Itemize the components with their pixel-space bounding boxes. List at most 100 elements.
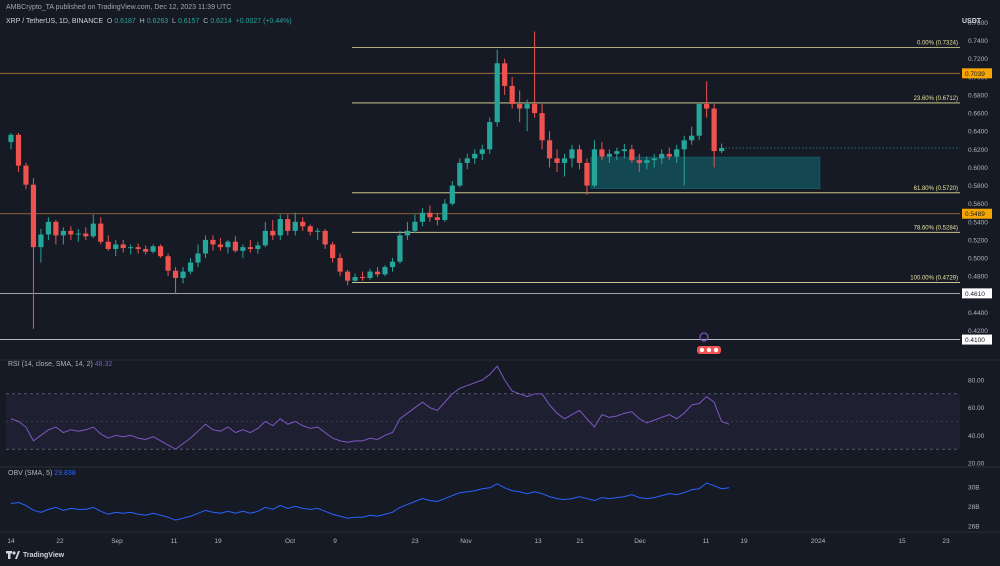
candle-body	[404, 230, 411, 236]
candle-body	[322, 230, 328, 245]
symbol-legend: XRP / TetherUS, 1D, BINANCE O 0.6187 H 0.6…	[6, 18, 292, 25]
candle-body	[524, 104, 530, 109]
candle-body	[262, 230, 268, 246]
candle-body	[135, 247, 141, 249]
candle	[546, 131, 553, 168]
candle	[143, 245, 149, 255]
candle-body	[472, 153, 478, 159]
price-badge-bg	[962, 68, 992, 79]
price-tick-label: 0.5800	[968, 183, 988, 190]
candle	[614, 147, 620, 161]
currency-label[interactable]: USDT	[962, 18, 982, 25]
price-tick-label: 0.4400	[968, 310, 988, 317]
low-value: 0.6157	[177, 18, 200, 25]
time-tick-label: 14	[7, 538, 15, 545]
candle-body	[307, 226, 313, 232]
obv-tick-label: 30B	[968, 484, 980, 491]
candle	[45, 217, 51, 240]
candle-body	[636, 160, 642, 163]
candle-body	[210, 239, 216, 245]
fib-level-label: 61.80% (0.5720)	[914, 186, 958, 192]
candle	[674, 144, 680, 163]
candle	[23, 162, 29, 190]
time-tick-label: 23	[942, 538, 950, 545]
candle-body	[202, 239, 209, 254]
candle	[412, 214, 418, 233]
candle-body	[113, 244, 119, 249]
candle	[225, 239, 231, 254]
open-value: 0.6187	[114, 18, 136, 25]
candle	[217, 238, 224, 251]
high-label: H	[139, 18, 145, 25]
price-badge-bg	[962, 288, 992, 299]
candle	[53, 219, 59, 245]
candle	[457, 158, 463, 188]
candle-body	[195, 253, 201, 263]
rsi-tick-label: 60.00	[968, 405, 985, 412]
candle-body	[240, 247, 246, 251]
candle-body	[83, 233, 89, 237]
candle-body	[300, 221, 306, 227]
candle	[711, 104, 717, 168]
candle-body	[187, 262, 194, 272]
candle	[285, 214, 291, 236]
candle	[704, 81, 710, 118]
candle	[681, 135, 687, 186]
candle-body	[8, 134, 14, 143]
tradingview-logo[interactable]: TradingView	[6, 551, 64, 559]
candle-body	[457, 162, 463, 186]
candle-body	[98, 223, 104, 242]
time-tick-label: 22	[56, 538, 64, 545]
candle-body	[696, 104, 702, 136]
close-label: C	[203, 18, 209, 25]
earnings-dot-icon	[699, 347, 705, 353]
earnings-dot-icon	[706, 347, 712, 353]
candle-body	[315, 230, 321, 232]
candle	[128, 244, 134, 255]
candle	[651, 153, 657, 168]
candle-body	[75, 233, 81, 235]
change-value: +0.0027 (+0.44%)	[235, 18, 292, 25]
time-tick-label: 19	[740, 538, 748, 545]
candle-body	[539, 113, 545, 141]
obv-label: OBV (SMA, 5)	[8, 470, 53, 477]
candle-body	[704, 104, 710, 109]
price-badge: 0.7039	[965, 71, 985, 78]
candle	[359, 271, 366, 281]
publisher-header: AMBCrypto_TA published on TradingView.co…	[6, 4, 232, 11]
candle	[569, 144, 575, 168]
earnings-dot-icon	[713, 347, 719, 353]
candle	[584, 158, 590, 195]
time-tick-label: 9	[333, 538, 337, 545]
low-label: L	[172, 18, 176, 25]
close-value: 0.6214	[210, 18, 232, 25]
candle	[696, 102, 702, 141]
candle-body	[532, 104, 538, 114]
tradingview-icon	[6, 551, 20, 559]
rsi-tick-label: 40.00	[968, 433, 985, 440]
price-tick-label: 0.5200	[968, 237, 988, 244]
time-tick-label: Sep	[111, 538, 123, 545]
candle-body	[30, 184, 37, 248]
candle-body	[255, 245, 261, 249]
candle	[719, 143, 725, 154]
candle-body	[614, 151, 620, 154]
fib-level-label: 0.00% (0.7324)	[917, 41, 958, 47]
price-badge-bg	[962, 208, 992, 219]
rsi-tick-label: 80.00	[968, 378, 985, 385]
candle-body	[247, 247, 253, 249]
time-tick-label: 11	[703, 538, 710, 545]
candle	[644, 156, 650, 170]
candle-body	[277, 219, 283, 236]
candle-body	[105, 241, 111, 249]
price-tick-label: 0.7400	[968, 38, 988, 45]
candle	[345, 269, 351, 286]
candle-body	[689, 135, 695, 141]
candle	[404, 221, 411, 240]
price-badge: 0.4610	[965, 291, 985, 298]
candle-body	[38, 234, 44, 248]
time-tick-label: 21	[576, 538, 584, 545]
candle	[689, 126, 695, 145]
time-tick-label: 11	[171, 538, 178, 545]
